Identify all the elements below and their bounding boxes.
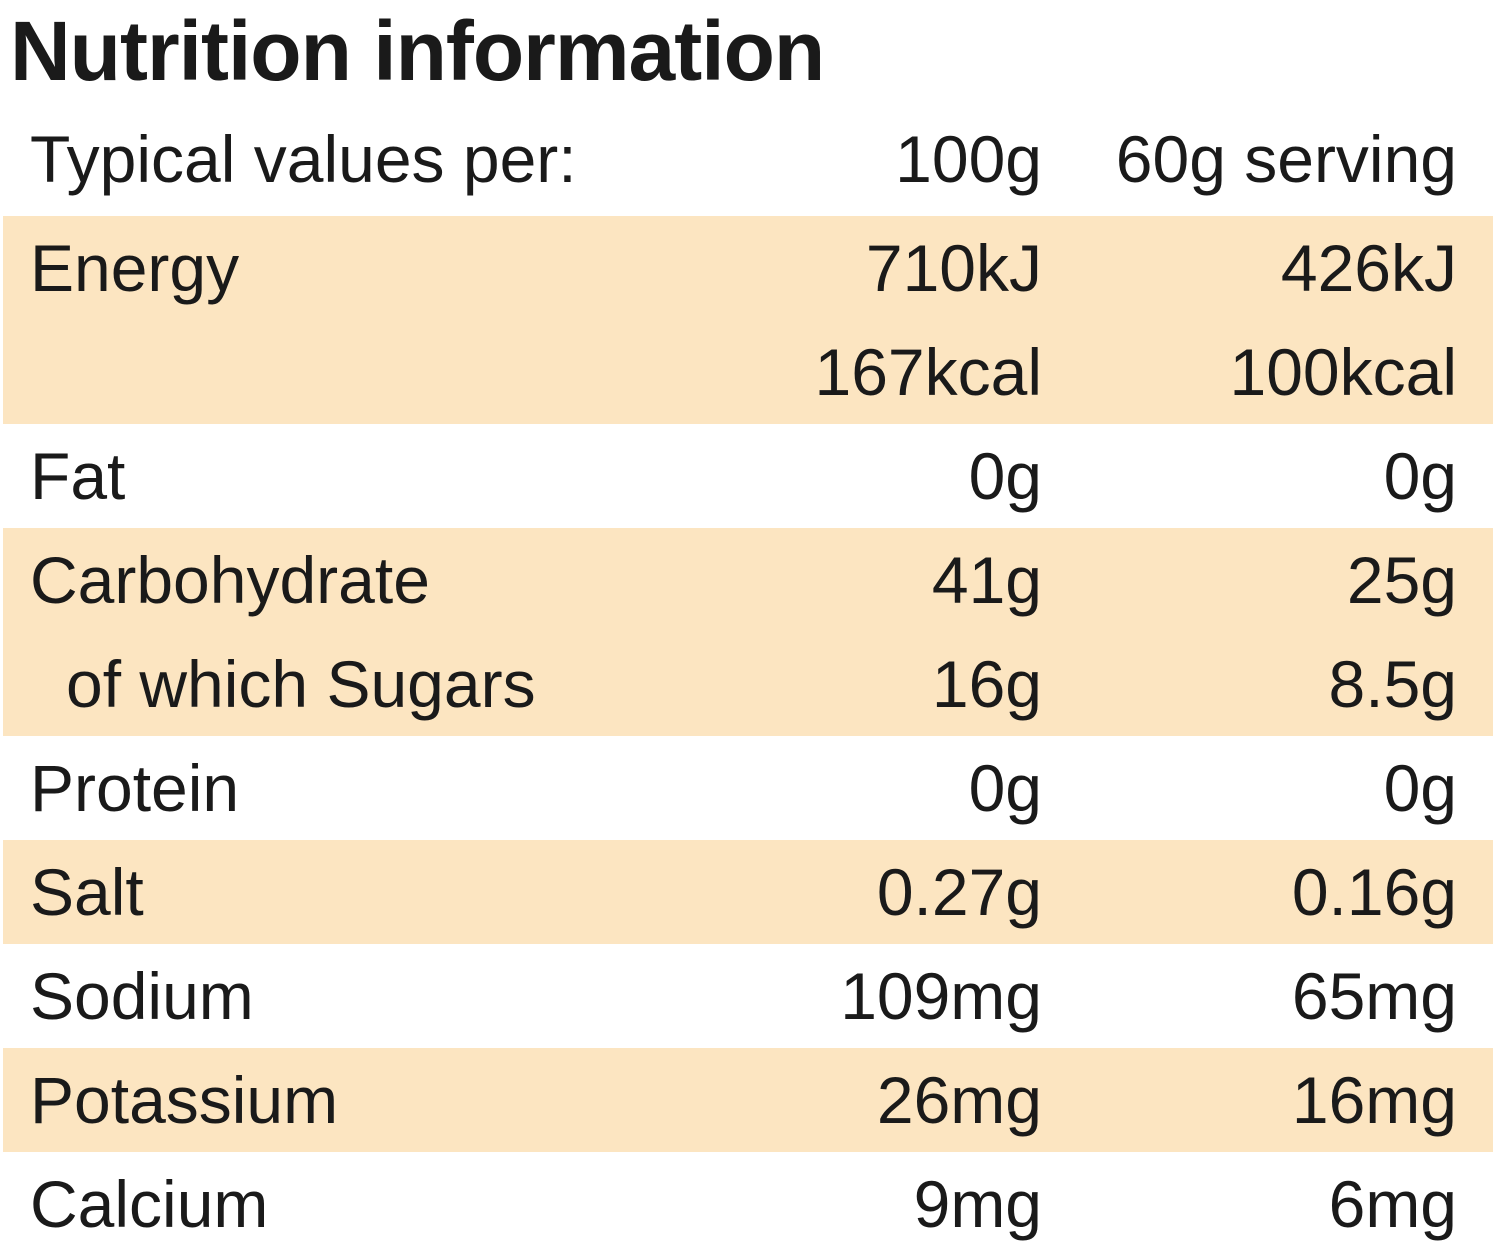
value-per-serving: 0g	[1383, 439, 1457, 513]
value-per-100g: 710kJ	[865, 231, 1042, 305]
value-per-100g: 9mg	[913, 1167, 1042, 1241]
row-label: Sodium	[30, 959, 254, 1033]
table-row: Salt 0.27g 0.16g	[3, 840, 1493, 944]
energy-band: Energy 710kJ 426kJ 167kcal 100kcal	[3, 216, 1493, 424]
value-per-serving: 0g	[1383, 751, 1457, 825]
value-per-100g: 109mg	[840, 959, 1042, 1033]
row-label: Potassium	[30, 1063, 339, 1137]
page-title: Nutrition information	[10, 4, 825, 98]
table-row: Fat 0g 0g	[3, 424, 1493, 528]
value-per-100g: 0g	[968, 439, 1042, 513]
row-label: of which Sugars	[66, 647, 536, 721]
row-label: Calcium	[30, 1167, 269, 1241]
value-per-serving: 6mg	[1328, 1167, 1457, 1241]
nutrition-table: Typical values per: 100g 60g serving Ene…	[0, 102, 1500, 1248]
protein-row: Protein 0g 0g	[3, 736, 1493, 840]
value-per-serving: 65mg	[1291, 959, 1457, 1033]
table-row: Sodium 109mg 65mg	[3, 944, 1493, 1048]
table-header-row: Typical values per: 100g 60g serving	[3, 102, 1493, 216]
row-label: Protein	[30, 751, 240, 825]
table-row: Energy 710kJ 426kJ	[3, 216, 1493, 320]
table-row: 167kcal 100kcal	[3, 320, 1493, 424]
table-row: Calcium 9mg 6mg	[3, 1152, 1493, 1248]
value-per-serving: 100kcal	[1229, 335, 1458, 409]
value-per-100g: 167kcal	[814, 335, 1043, 409]
row-label: Fat	[30, 439, 126, 513]
header-per-100g: 100g	[895, 122, 1042, 196]
header-per-serving: 60g serving	[1115, 122, 1457, 196]
header-typical-values: Typical values per:	[30, 122, 577, 196]
value-per-serving: 16mg	[1291, 1063, 1457, 1137]
fat-row: Fat 0g 0g	[3, 424, 1493, 528]
value-per-serving: 8.5g	[1328, 647, 1457, 721]
potassium-row: Potassium 26mg 16mg	[3, 1048, 1493, 1152]
sodium-row: Sodium 109mg 65mg	[3, 944, 1493, 1048]
value-per-100g: 16g	[931, 647, 1042, 721]
carbohydrate-band: Carbohydrate 41g 25g of which Sugars 16g…	[3, 528, 1493, 736]
value-per-100g: 26mg	[876, 1063, 1042, 1137]
value-per-serving: 0.16g	[1291, 855, 1457, 929]
row-label: Energy	[30, 231, 240, 305]
calcium-row: Calcium 9mg 6mg	[3, 1152, 1493, 1248]
value-per-100g: 0.27g	[876, 855, 1042, 929]
value-per-serving: 426kJ	[1280, 231, 1457, 305]
row-label: Salt	[30, 855, 144, 929]
value-per-100g: 41g	[931, 543, 1042, 617]
value-per-100g: 0g	[968, 751, 1042, 825]
table-row: of which Sugars 16g 8.5g	[3, 632, 1493, 736]
table-row: Protein 0g 0g	[3, 736, 1493, 840]
row-label: Carbohydrate	[30, 543, 430, 617]
value-per-serving: 25g	[1346, 543, 1457, 617]
salt-row: Salt 0.27g 0.16g	[3, 840, 1493, 944]
table-row: Carbohydrate 41g 25g	[3, 528, 1493, 632]
table-row: Potassium 26mg 16mg	[3, 1048, 1493, 1152]
